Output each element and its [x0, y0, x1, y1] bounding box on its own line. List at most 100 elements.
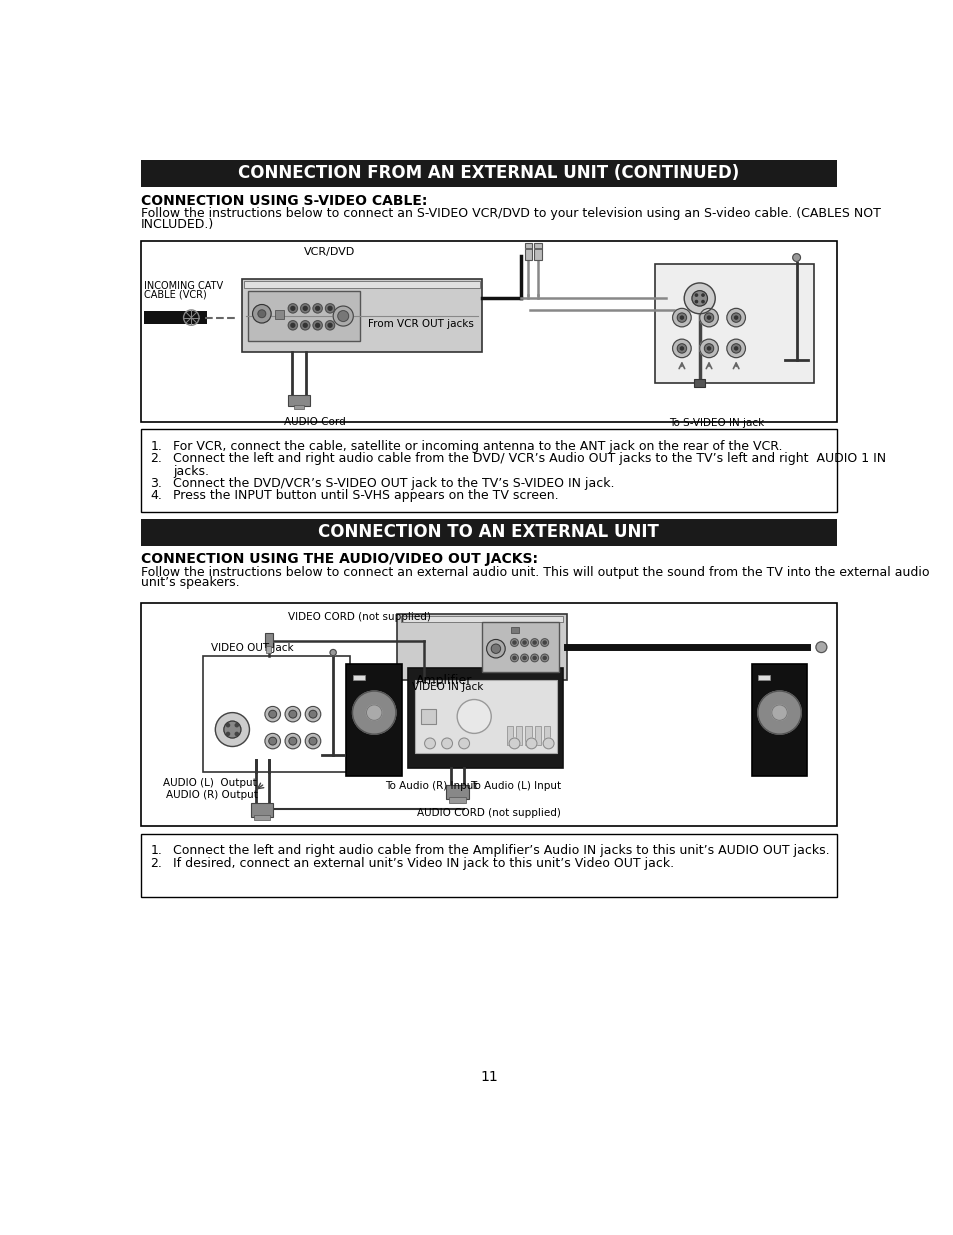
Circle shape [695, 294, 697, 296]
Text: INCOMING CATV: INCOMING CATV [144, 280, 223, 290]
Circle shape [677, 312, 686, 322]
Bar [524, 243, 532, 259]
Bar [396, 614, 567, 679]
Circle shape [701, 294, 703, 296]
Bar [757, 674, 769, 679]
Circle shape [734, 347, 737, 350]
Text: 11: 11 [479, 1070, 497, 1084]
Circle shape [683, 283, 715, 314]
Circle shape [533, 656, 536, 659]
Circle shape [703, 343, 713, 353]
Text: To Audio (R) Input: To Audio (R) Input [385, 782, 477, 792]
Bar [346, 664, 402, 776]
Circle shape [289, 710, 296, 718]
Bar [751, 664, 806, 776]
Circle shape [672, 309, 691, 327]
Circle shape [510, 638, 517, 646]
Circle shape [533, 641, 536, 645]
Circle shape [305, 734, 320, 748]
Circle shape [269, 710, 276, 718]
Bar [694, 379, 704, 387]
Text: CABLE (VCR): CABLE (VCR) [144, 290, 207, 300]
Text: AUDIO (R) Output: AUDIO (R) Output [166, 789, 257, 799]
Bar [353, 674, 365, 679]
Bar [525, 726, 531, 745]
Text: VIDEO IN Jack: VIDEO IN Jack [412, 682, 483, 692]
Bar [244, 280, 479, 288]
Text: CONNECTION TO AN EXTERNAL UNIT: CONNECTION TO AN EXTERNAL UNIT [318, 522, 659, 541]
Text: 4.: 4. [150, 489, 162, 503]
Bar [141, 603, 836, 826]
Circle shape [315, 306, 319, 310]
Bar [524, 247, 532, 249]
Text: To Audio (L) Input: To Audio (L) Input [470, 782, 561, 792]
Bar [420, 709, 436, 724]
Circle shape [289, 737, 296, 745]
Circle shape [530, 655, 537, 662]
Text: CONNECTION FROM AN EXTERNAL UNIT (CONTINUED): CONNECTION FROM AN EXTERNAL UNIT (CONTIN… [238, 164, 739, 182]
Text: AUDIO Cord: AUDIO Cord [284, 417, 346, 427]
Text: If desired, connect an external unit’s Video IN jack to this unit’s Video OUT ja: If desired, connect an external unit’s V… [173, 857, 674, 869]
Bar [266, 646, 271, 652]
Circle shape [313, 321, 322, 330]
Circle shape [328, 324, 332, 327]
Circle shape [215, 713, 249, 746]
Circle shape [542, 656, 546, 659]
Circle shape [309, 737, 316, 745]
Text: Connect the left and right audio cable from the Amplifier’s Audio IN jacks to th: Connect the left and right audio cable f… [173, 845, 829, 857]
Circle shape [731, 343, 740, 353]
Circle shape [285, 734, 300, 748]
Circle shape [542, 641, 546, 645]
Circle shape [456, 699, 491, 734]
Circle shape [726, 340, 744, 358]
Bar [141, 834, 836, 897]
Circle shape [771, 705, 786, 720]
Circle shape [726, 309, 744, 327]
Circle shape [366, 705, 381, 720]
Circle shape [328, 306, 332, 310]
Bar [144, 311, 207, 324]
Circle shape [300, 304, 310, 312]
Bar [408, 668, 562, 768]
Text: 3.: 3. [150, 477, 162, 490]
Circle shape [731, 312, 740, 322]
Text: Amplifier: Amplifier [416, 674, 472, 687]
Bar [288, 395, 310, 406]
Circle shape [441, 739, 452, 748]
Bar [506, 726, 513, 745]
Text: 2.: 2. [150, 452, 162, 466]
Bar [415, 679, 557, 752]
Text: VCR/DVD: VCR/DVD [303, 247, 355, 257]
Circle shape [353, 692, 395, 734]
Text: VIDEO OUT Jack: VIDEO OUT Jack [211, 642, 293, 652]
Text: 1.: 1. [150, 440, 162, 453]
Bar [543, 726, 550, 745]
Circle shape [265, 706, 280, 721]
Bar [141, 159, 836, 188]
Circle shape [699, 309, 718, 327]
Bar [203, 656, 350, 772]
Circle shape [269, 737, 276, 745]
Text: To S-VIDEO IN jack: To S-VIDEO IN jack [668, 419, 763, 429]
Circle shape [540, 638, 548, 646]
Circle shape [542, 739, 554, 748]
Circle shape [265, 734, 280, 748]
Text: unit’s speakers.: unit’s speakers. [141, 577, 239, 589]
Circle shape [337, 311, 348, 321]
Circle shape [520, 655, 528, 662]
Circle shape [672, 340, 691, 358]
Circle shape [679, 316, 682, 319]
Circle shape [424, 739, 435, 748]
Circle shape [330, 650, 335, 656]
Circle shape [226, 724, 230, 726]
Circle shape [291, 324, 294, 327]
Circle shape [253, 305, 271, 324]
Text: AUDIO (L)  Output: AUDIO (L) Output [162, 778, 256, 788]
Circle shape [525, 739, 537, 748]
Bar [449, 798, 465, 803]
Text: Connect the left and right audio cable from the DVD/ VCR’s Audio OUT jacks to th: Connect the left and right audio cable f… [173, 452, 885, 466]
Circle shape [695, 300, 697, 303]
Circle shape [235, 732, 238, 736]
Circle shape [224, 721, 241, 739]
Bar [534, 247, 541, 249]
